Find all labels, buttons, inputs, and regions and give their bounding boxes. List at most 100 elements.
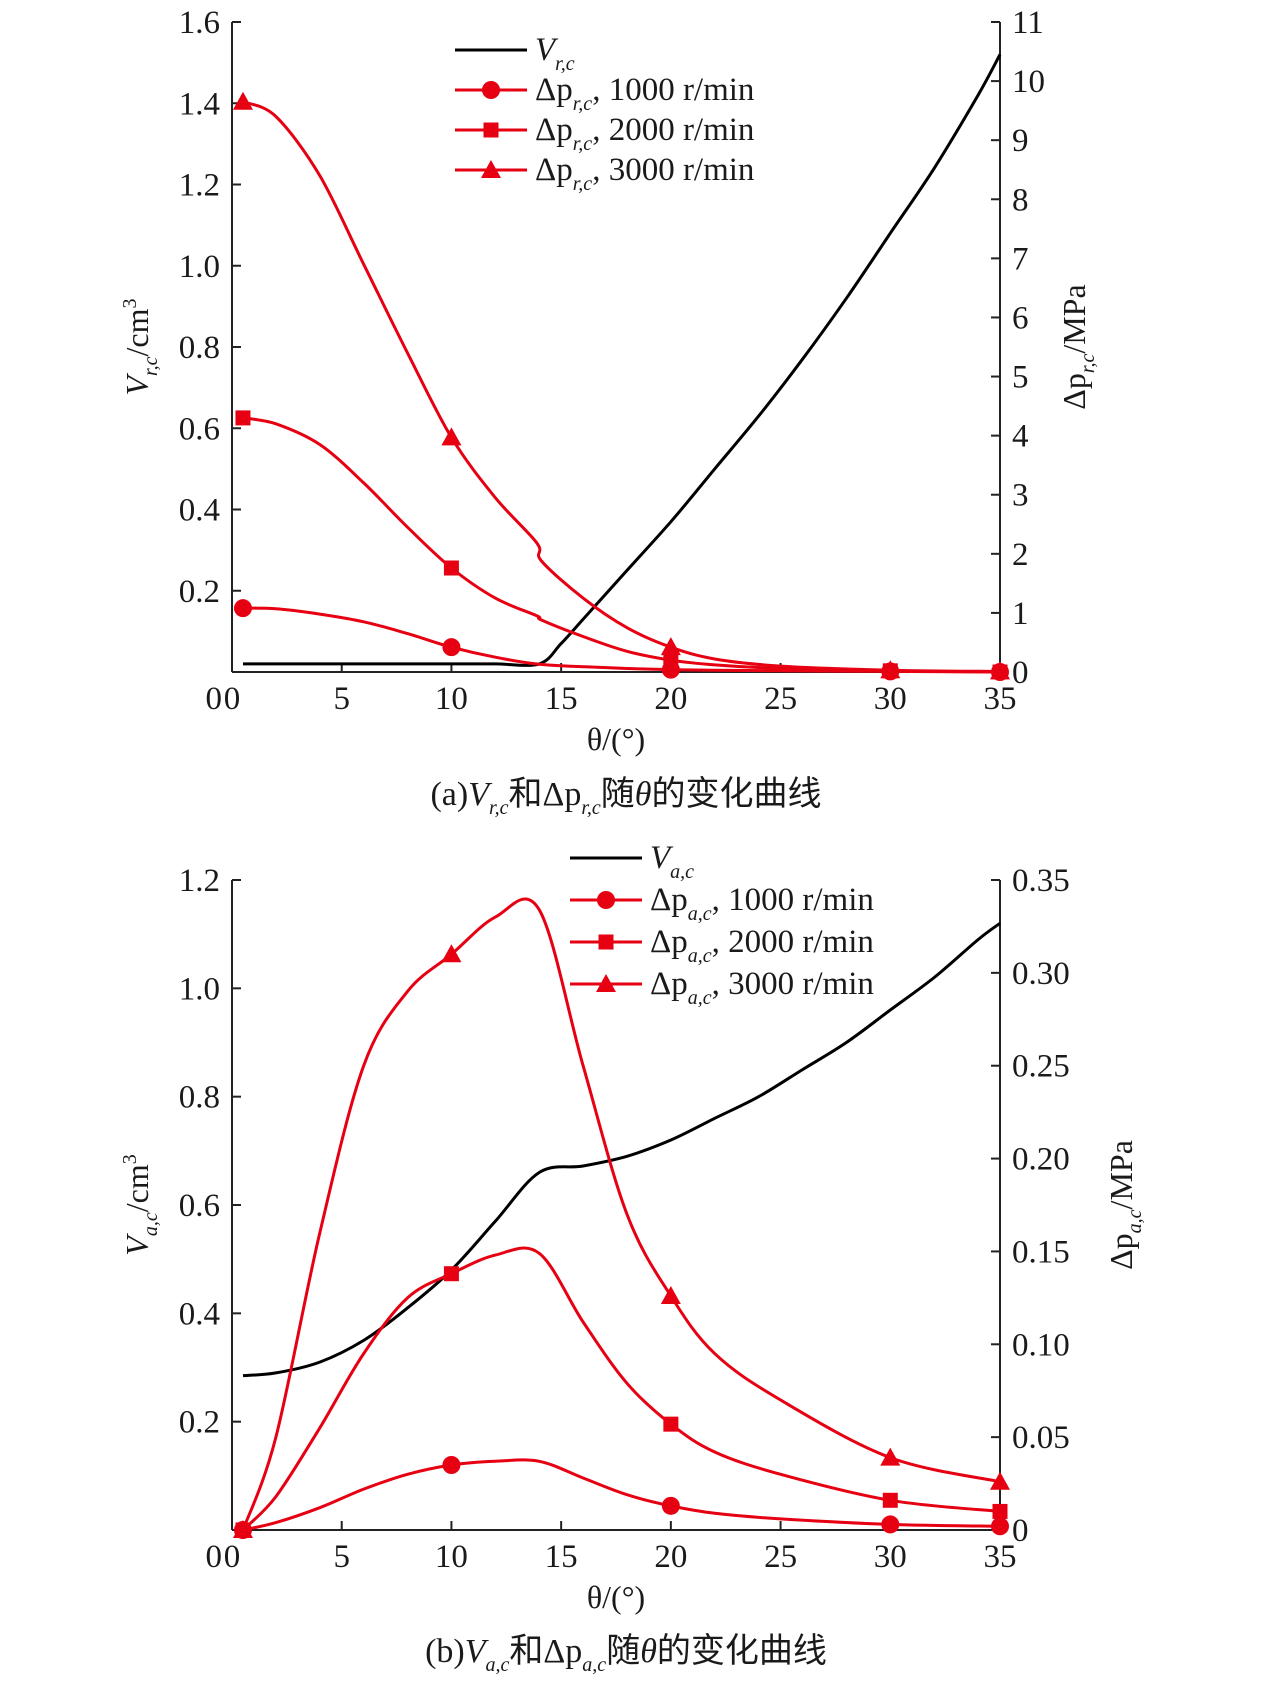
x-tick-label: 0 — [224, 681, 241, 717]
caption-v-sub: r,c — [489, 797, 509, 819]
legend-label: Δpr,c, 3000 r/min — [535, 152, 754, 195]
caption-theta: θ — [640, 1633, 657, 1670]
data-point-marker — [441, 427, 462, 446]
series-line-0 — [243, 53, 1002, 667]
right-y-title-sub: a,c — [1124, 1209, 1146, 1233]
legend-marker — [597, 891, 615, 909]
left-y-tick-label: 1.4 — [179, 86, 220, 122]
data-point-marker — [663, 652, 679, 668]
caption-p-sub: r,c — [581, 797, 601, 819]
data-point-marker — [661, 1496, 680, 1515]
x-tick-label: 10 — [435, 681, 468, 717]
legend-label-sub: a,c — [688, 945, 712, 967]
x-axis-title: θ/(°) — [587, 721, 645, 757]
x-tick-label: 20 — [654, 1539, 687, 1575]
legend-marker — [598, 934, 614, 950]
x-tick-label: 30 — [874, 1539, 907, 1575]
x-tick-label: 35 — [984, 681, 1017, 717]
x-tick-label: 5 — [333, 681, 350, 717]
legend-label-rest: , 2000 r/min — [712, 924, 874, 960]
series-line-3 — [241, 897, 1001, 1531]
legend-label-sub: r,c — [555, 53, 575, 75]
legend-label-sub: a,c — [688, 903, 712, 925]
data-point-marker — [992, 1503, 1008, 1519]
left-y-axis-title: Vr,c/cm3 — [119, 299, 162, 396]
caption-mid: 和 — [509, 1633, 543, 1670]
x-tick-label: 25 — [764, 1539, 797, 1575]
x-tick-label: 30 — [874, 681, 907, 717]
right-y-title-sub: r,c — [1077, 354, 1099, 374]
right-y-tick-label: 9 — [1012, 123, 1029, 159]
right-y-axis-title: Δpr,c/MPa — [1056, 284, 1099, 409]
data-point-marker — [663, 1416, 679, 1432]
right-y-title-main: Δp — [1103, 1233, 1139, 1270]
legend-label-main: V — [535, 32, 559, 68]
legend-label-main: V — [650, 840, 674, 876]
right-y-tick-label: 3 — [1012, 478, 1029, 514]
right-y-tick-label: 0.20 — [1012, 1142, 1070, 1178]
caption-prefix: (a) — [430, 776, 468, 813]
legend-label-rest: , 3000 r/min — [712, 966, 874, 1002]
legend-label-rest: , 1000 r/min — [712, 882, 874, 918]
right-y-tick-label: 0.05 — [1012, 1420, 1070, 1456]
legend-marker — [596, 974, 616, 992]
right-y-tick-label: 4 — [1012, 419, 1029, 455]
figure-caption: (b)Va,c和Δpa,c随θ的变化曲线 — [425, 1632, 827, 1676]
right-y-tick-label: 11 — [1012, 5, 1044, 41]
legend-label-main: Δp — [535, 72, 573, 108]
data-point-marker — [880, 1447, 901, 1466]
data-point-marker — [233, 599, 252, 618]
legend-label-sub: r,c — [573, 173, 593, 195]
data-point-marker — [660, 637, 681, 656]
legend-label-sub: r,c — [573, 93, 593, 115]
data-point-marker — [991, 1517, 1009, 1536]
caption-mid: 和 — [508, 776, 542, 813]
data-point-marker — [990, 1471, 1010, 1490]
left-y-title-unit: /cm — [119, 308, 155, 356]
left-y-tick-label: 0.2 — [179, 1405, 220, 1441]
left-y-title-sup: 3 — [119, 1154, 141, 1164]
legend-label: Δpr,c, 2000 r/min — [535, 112, 754, 155]
right-y-axis-title: Δpa,c/MPa — [1103, 1140, 1146, 1270]
x-axis-title-text: θ/(°) — [587, 721, 645, 757]
caption-end: 的变化曲线 — [657, 1632, 827, 1670]
x-tick-label: 0 — [224, 1539, 241, 1575]
right-y-tick-label: 7 — [1012, 241, 1029, 277]
caption-p-main: Δp — [543, 1633, 582, 1670]
left-y-tick-label: 0.8 — [179, 330, 220, 366]
x-axis-title: θ/(°) — [587, 1579, 645, 1615]
left-y-axis-title: Va,c/cm3 — [119, 1154, 162, 1255]
right-y-title-main: Δp — [1056, 373, 1092, 410]
legend-label: Δpa,c, 2000 r/min — [650, 924, 874, 967]
right-y-tick-label: 10 — [1012, 64, 1045, 100]
legend-label-rest: , 2000 r/min — [592, 112, 754, 148]
left-y-tick-label: 1.2 — [179, 168, 220, 204]
left-y-tick-label: 1.6 — [179, 5, 220, 41]
right-y-tick-label: 8 — [1012, 182, 1029, 218]
legend-label-main: Δp — [650, 882, 688, 918]
data-point-marker — [880, 660, 901, 679]
caption-suffix: 随 — [606, 1632, 640, 1670]
caption-p-sub: a,c — [582, 1654, 606, 1676]
legend-label-main: Δp — [535, 152, 573, 188]
figure-caption: (a)Vr,c和Δpr,c随θ的变化曲线 — [430, 775, 821, 819]
data-point-marker — [443, 560, 459, 576]
left-y-tick-label: 0.6 — [179, 411, 220, 447]
caption-theta: θ — [635, 776, 652, 813]
left-y-title-main: V — [119, 372, 155, 395]
left-y-tick-label: 0.6 — [179, 1188, 220, 1224]
right-y-tick-label: 0.30 — [1012, 956, 1070, 992]
series-line-1 — [242, 1458, 1001, 1532]
legend-label-rest: , 1000 r/min — [592, 72, 754, 108]
left-y-title-sub: r,c — [140, 356, 162, 376]
series-line-3 — [242, 100, 1001, 673]
legend-marker — [481, 160, 501, 178]
data-point-marker — [443, 1266, 459, 1282]
data-point-marker — [442, 1456, 461, 1474]
right-y-tick-label: 0.35 — [1012, 863, 1070, 899]
data-point-marker — [990, 661, 1010, 680]
x-origin-label: 0 — [206, 681, 223, 717]
left-y-tick-label: 0.4 — [179, 1296, 220, 1332]
left-y-tick-label: 1.2 — [179, 863, 220, 899]
left-y-title-unit: /cm — [119, 1164, 155, 1212]
